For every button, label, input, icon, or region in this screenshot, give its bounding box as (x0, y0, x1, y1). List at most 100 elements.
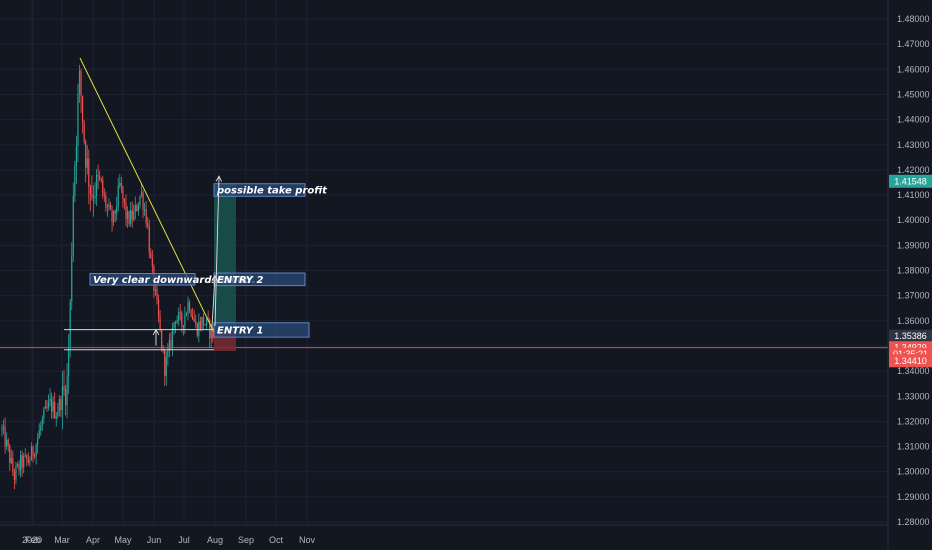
price-badge-label: 1.41548 (894, 176, 927, 186)
candle-body (122, 186, 124, 199)
y-tick-label: 1.48000 (897, 14, 930, 24)
candle-body (113, 210, 115, 223)
candle-body (37, 438, 39, 446)
candle-body (60, 399, 62, 411)
candle-body (190, 310, 192, 317)
candle-body (20, 455, 22, 471)
candle-body (154, 289, 157, 291)
candle-body (72, 195, 74, 256)
candle-body (92, 196, 95, 199)
candle-body (193, 319, 195, 322)
candle-body (94, 195, 96, 199)
candle-body (43, 408, 45, 419)
candle-body (89, 186, 91, 195)
candle-body (206, 318, 208, 326)
candle-body (35, 445, 37, 457)
annotation-box[interactable] (213, 322, 310, 338)
candle-body (99, 175, 101, 179)
y-tick-label: 1.45000 (897, 89, 930, 99)
candle-body (181, 312, 183, 326)
candle-body (30, 446, 33, 461)
drawings: Very clear downwards trend.ENTRY 2 ENTRY … (0, 57, 888, 351)
candle-body (61, 386, 64, 411)
candle-body (204, 324, 206, 326)
candle-body (192, 316, 194, 320)
candle-body (125, 202, 127, 220)
candle-body (49, 398, 51, 402)
x-tick-label: May (114, 535, 132, 545)
candle-body (63, 386, 65, 390)
price-axis[interactable]: 1.48000 1.47000 1.46000 1.45000 1.44000 1.430… (897, 14, 930, 527)
candle-body (6, 439, 8, 447)
candle-body (83, 121, 85, 142)
candle-body (106, 206, 108, 208)
annotation-box[interactable] (213, 272, 306, 287)
arrow-line[interactable] (214, 176, 220, 326)
y-tick-label: 1.43000 (897, 140, 930, 150)
candle-body (131, 210, 133, 220)
annotation-label: possible take profit (216, 186, 328, 197)
candle-body (51, 398, 53, 412)
candle-body (156, 289, 158, 300)
candle-body (1, 427, 3, 431)
candle-body (7, 439, 9, 446)
candle-body (133, 211, 135, 220)
x-tick-label: Feb (25, 535, 41, 545)
price-badge (889, 174, 932, 188)
price-badge (889, 329, 932, 343)
candle-body (170, 339, 172, 347)
candle-body (12, 458, 14, 473)
x-tick-label: 2020 (22, 535, 42, 545)
candle-body (108, 204, 110, 207)
candle-body (134, 204, 136, 212)
candle-body (15, 466, 17, 480)
candle-body (176, 319, 178, 324)
annotation-label: ENTRY 1 (217, 325, 263, 336)
candle-body (130, 210, 132, 225)
candle-body (32, 446, 34, 456)
candle-body (82, 95, 84, 122)
candle-body (150, 252, 152, 259)
y-tick-label: 1.46000 (897, 64, 930, 74)
candle-body (178, 312, 180, 320)
candle-body (88, 158, 90, 187)
candle-body (109, 204, 112, 210)
candle-body (162, 349, 164, 351)
annotation-box[interactable] (213, 183, 306, 197)
profit-zone[interactable] (214, 183, 236, 333)
candle-body (171, 327, 174, 347)
candle-body (9, 445, 11, 463)
candle-body (116, 206, 118, 214)
candle-body (167, 350, 169, 358)
y-tick-label: 1.33000 (897, 391, 930, 401)
candle-body (69, 301, 71, 347)
candle-body (199, 321, 201, 329)
candle-body (74, 165, 76, 196)
candle-body (44, 406, 46, 409)
candle-body (41, 418, 43, 426)
candle-body (40, 425, 42, 431)
candle-body (4, 426, 6, 447)
candle-body (120, 183, 122, 187)
candle-body (29, 460, 31, 463)
candle-body (103, 194, 105, 197)
price-badge-label: 1.34410 (894, 356, 927, 366)
candle-body (212, 327, 214, 340)
price-badge-label: 1.35386 (894, 331, 927, 341)
candle-body (136, 204, 138, 211)
candle-body (123, 198, 126, 203)
price-badge-label: 01:35:21 (893, 349, 928, 359)
candle-body (139, 196, 141, 206)
arrow-line[interactable] (211, 275, 216, 328)
candle-body (187, 302, 189, 314)
annotation-label: Very clear downwards trend. (93, 275, 256, 286)
y-tick-label: 1.47000 (897, 39, 930, 49)
annotation-box[interactable] (89, 273, 196, 286)
y-tick-label: 1.30000 (897, 467, 930, 477)
candle-body (68, 346, 70, 377)
trendline[interactable] (79, 57, 215, 333)
arrow-head (215, 175, 223, 182)
